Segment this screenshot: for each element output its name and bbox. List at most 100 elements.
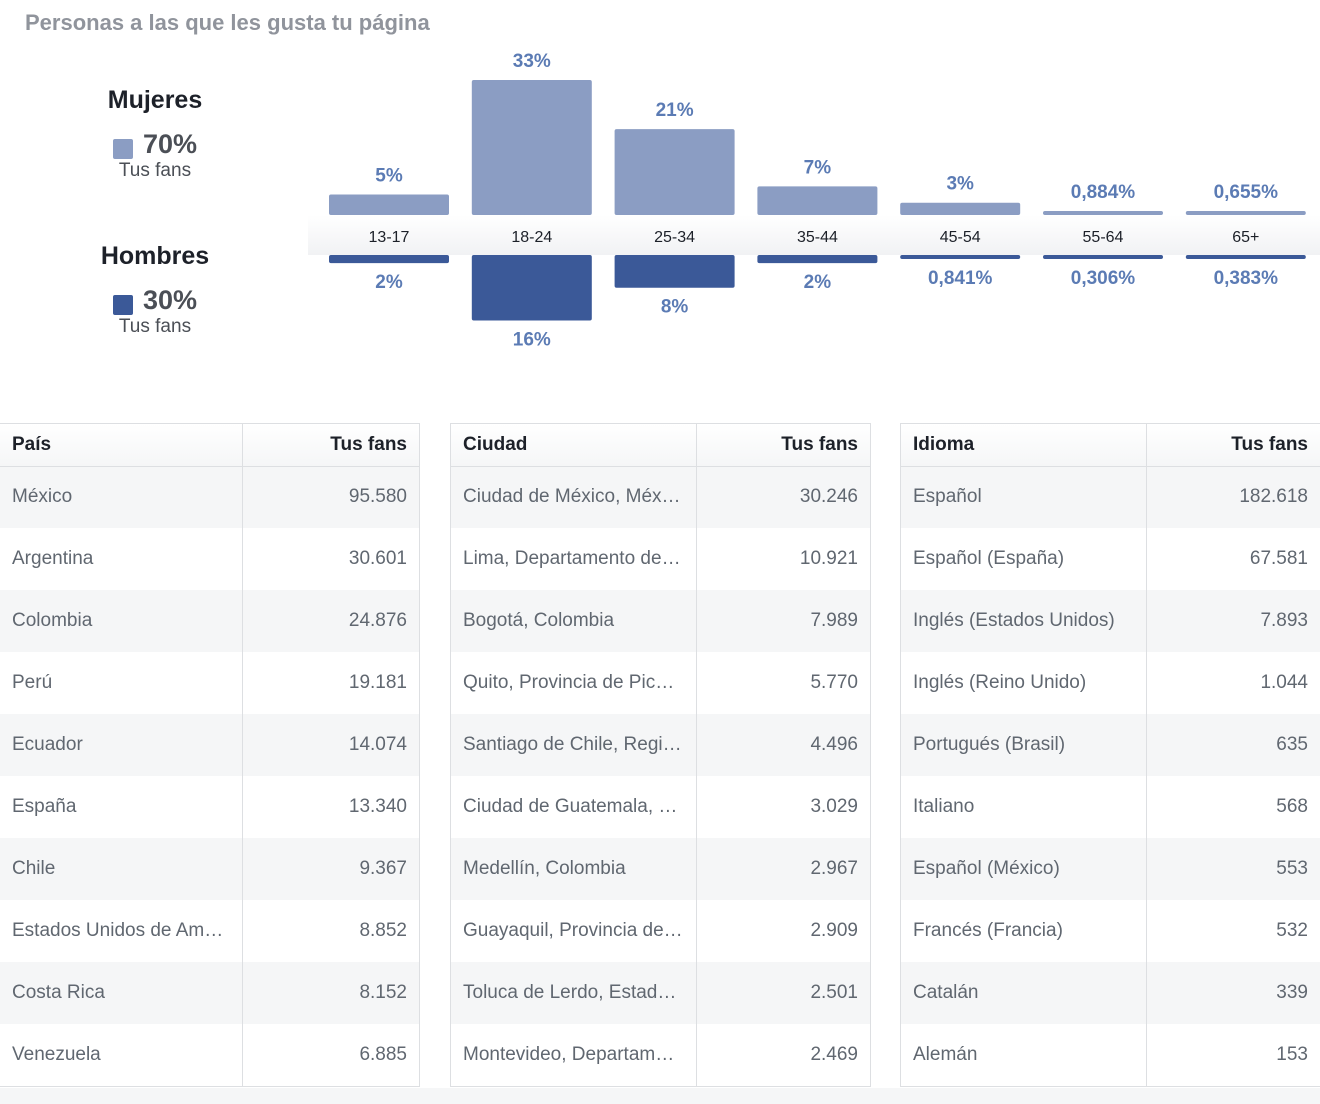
row-fans-value: 553	[1145, 838, 1320, 900]
women-bar[interactable]	[1043, 211, 1163, 215]
age-tick-label: 45-54	[940, 229, 981, 246]
country-column-header[interactable]: País	[0, 424, 242, 467]
row-label: Español (España)	[913, 548, 1065, 569]
table-row: Portugués (Brasil) 635	[901, 714, 1320, 776]
row-fans-value: 339	[1145, 962, 1320, 1024]
legend-men-pct: 30%	[142, 285, 198, 315]
men-value-label: 2%	[375, 272, 403, 293]
tables-section: País Tus fans México 95.580 Argentina 30.60…	[0, 423, 1320, 1104]
row-fans-value: 2.909	[695, 900, 870, 962]
row-label: España	[12, 796, 77, 817]
men-value-label: 0,306%	[1071, 268, 1136, 289]
age-tick-label: 65+	[1232, 229, 1259, 246]
men-bar[interactable]	[900, 255, 1021, 259]
legend-men-sub: Tus fans	[118, 316, 192, 337]
legend-women-title: Mujeres	[107, 86, 203, 114]
men-swatch-icon	[112, 294, 133, 315]
row-fans-value: 2.469	[695, 1024, 870, 1086]
table-row: Perú 19.181	[0, 652, 419, 714]
page-title: Personas a las que les gusta tu página	[25, 10, 430, 35]
fans-column-header[interactable]: Tus fans	[695, 424, 870, 467]
row-label: Español	[901, 466, 1146, 528]
women-bar[interactable]	[757, 186, 878, 215]
row-fans-value: 182.618	[1145, 466, 1320, 528]
table-row: Estados Unidos de América 8.852	[0, 900, 419, 962]
table-row: Español (México) 553	[901, 838, 1320, 900]
men-value-label: 0,383%	[1214, 268, 1279, 289]
table-row: Ecuador 14.074	[0, 714, 419, 776]
table-row: Ciudad de México, México 30.246	[451, 466, 870, 528]
row-label: Alemán	[913, 1044, 978, 1065]
women-bar[interactable]	[471, 80, 592, 215]
age-tick-label: 25-34	[654, 229, 695, 246]
row-label: Inglés (Estados Unidos)	[901, 590, 1146, 652]
row-label: Medellín, Colombia	[451, 838, 696, 900]
women-bar[interactable]	[614, 129, 735, 215]
women-swatch-icon	[112, 138, 133, 159]
row-label: Toluca de Lerdo, Estado de México	[451, 962, 696, 1024]
row-fans-value: 30.246	[695, 466, 870, 528]
row-label: Chile	[0, 838, 242, 900]
table-row: Quito, Provincia de Pichincha 5.770	[451, 652, 870, 714]
table-row: Alemán 153	[901, 1024, 1320, 1086]
women-bar[interactable]	[900, 202, 1021, 215]
age-tick-label: 55-64	[1083, 229, 1124, 246]
country-table: País Tus fans México 95.580 Argentina 30.60…	[0, 423, 420, 1087]
men-bar[interactable]	[329, 255, 449, 264]
row-label: Costa Rica	[0, 962, 242, 1024]
row-fans-value: 5.770	[695, 652, 870, 714]
table-row: Toluca de Lerdo, Estado de México2.501	[451, 962, 870, 1024]
row-label: México	[0, 466, 242, 528]
table-row: Español 182.618	[901, 466, 1320, 528]
city-column-header[interactable]: Ciudad	[451, 424, 696, 467]
row-label: Estados Unidos de América	[12, 920, 242, 941]
language-column-header[interactable]: Idioma	[901, 424, 1146, 467]
fans-column-header[interactable]: Tus fans	[1145, 424, 1320, 467]
row-fans-value: 8.852	[241, 900, 419, 962]
fans-column-header[interactable]: Tus fans	[241, 424, 419, 467]
city-table: Ciudad Tus fans Ciudad de México, México…	[450, 423, 871, 1087]
row-fans-value: 30.601	[241, 528, 419, 590]
table-row: Santiago de Chile, Región Metropolitana4…	[451, 714, 870, 776]
row-fans-value: 24.876	[241, 590, 419, 652]
men-bar[interactable]	[1185, 255, 1306, 259]
table-row: Inglés (Estados Unidos) 7.893	[901, 590, 1320, 652]
row-fans-value: 7.989	[695, 590, 870, 652]
row-fans-value: 95.580	[241, 466, 419, 528]
row-label: Montevideo, Departamento de Montevideo	[463, 1044, 696, 1065]
women-bar[interactable]	[329, 194, 449, 215]
row-label: Santiago de Chile, Región Metropolitana	[451, 714, 696, 776]
men-bar[interactable]	[1043, 255, 1163, 259]
row-label: Colombia	[0, 590, 242, 652]
row-label: Bogotá, Colombia	[451, 590, 696, 652]
table-row: Catalán 339	[901, 962, 1320, 1024]
row-label: Lima, Departamento de Lima	[463, 548, 696, 569]
men-bar[interactable]	[757, 255, 878, 264]
row-fans-value: 568	[1145, 776, 1320, 838]
row-fans-value: 1.044	[1145, 652, 1320, 714]
row-fans-value: 13.340	[241, 776, 419, 838]
row-label: Venezuela	[12, 1044, 101, 1065]
men-bar[interactable]	[614, 255, 735, 288]
table-row: Costa Rica 8.152	[0, 962, 419, 1024]
age-tick-label: 18-24	[511, 229, 552, 246]
row-fans-value: 2.501	[695, 962, 870, 1024]
table-row: Medellín, Colombia 2.967	[451, 838, 870, 900]
age-axis-band	[308, 215, 1320, 255]
row-fans-value: 9.367	[241, 838, 419, 900]
row-fans-value: 8.152	[241, 962, 419, 1024]
men-value-label: 0,841%	[928, 268, 993, 289]
row-fans-value: 3.029	[695, 776, 870, 838]
women-bar[interactable]	[1185, 211, 1306, 215]
table-row: Bogotá, Colombia 7.989	[451, 590, 870, 652]
table-row: Montevideo, Departamento de Montevideo2.…	[451, 1024, 870, 1086]
women-value-label: 3%	[946, 174, 974, 195]
women-value-label: 5%	[375, 166, 403, 187]
men-bar[interactable]	[471, 255, 592, 321]
row-fans-value: 4.496	[695, 714, 870, 776]
age-tick-label: 13-17	[369, 229, 410, 246]
row-label: Guayaquil, Provincia del Guayas	[463, 920, 696, 941]
legend-men-title: Hombres	[100, 242, 210, 270]
table-row: Italiano 568	[901, 776, 1320, 838]
row-label: Español (México)	[901, 838, 1146, 900]
